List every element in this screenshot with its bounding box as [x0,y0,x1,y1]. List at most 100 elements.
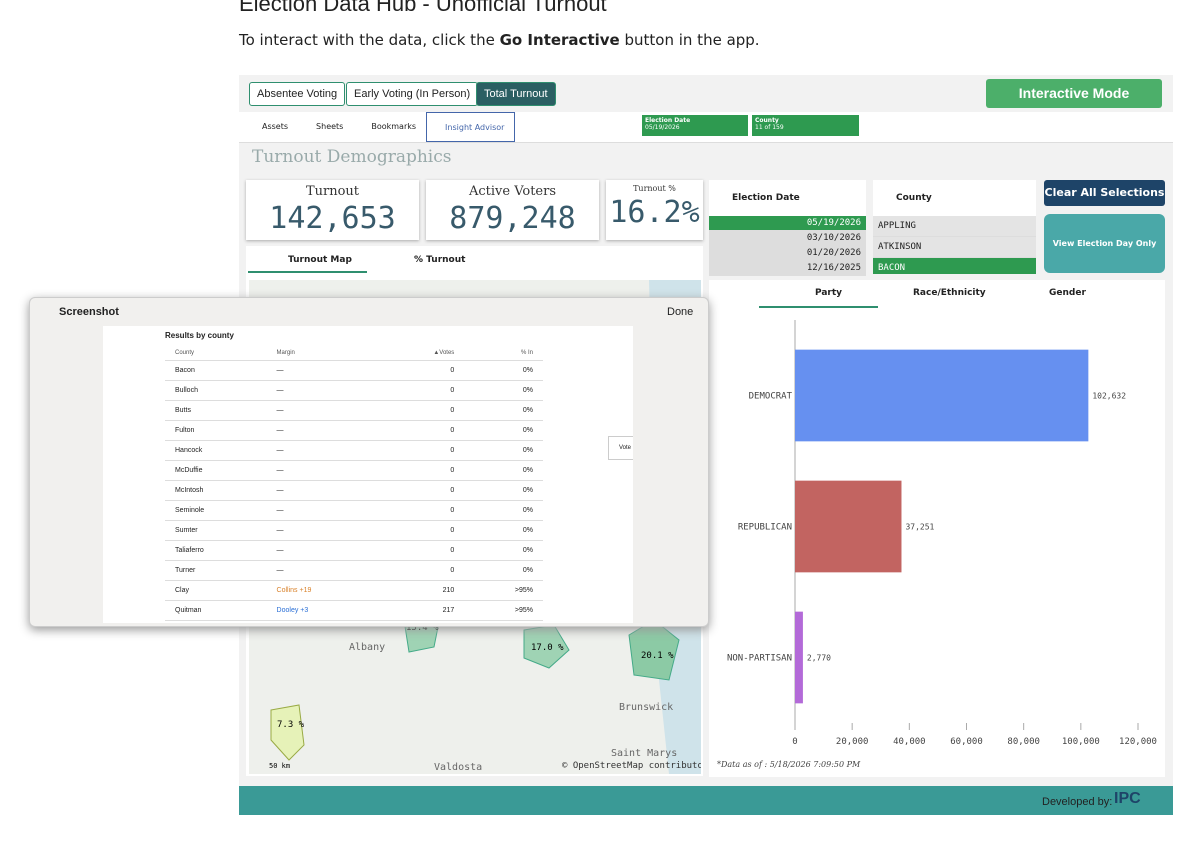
bar[interactable] [795,349,1089,442]
toolbar-item[interactable]: Insight Advisor [426,112,516,142]
table-cell: 0 [379,520,465,541]
place: Albany [349,642,385,653]
table-cell: McDuffie [165,460,267,481]
table-cell: — [266,540,380,561]
chip-value: 11 of 159 [755,124,784,131]
table-cell: — [266,440,380,461]
tab-underline [248,271,367,273]
table-cell: 0 [379,560,465,581]
overlay-title: Screenshot [59,306,119,318]
category-label: NON-PARTISAN [727,654,792,664]
map-tab[interactable]: Turnout Map [288,255,352,265]
kpi: Turnout % 16.2% [606,180,703,240]
kpi: Active Voters 879,248 [426,180,599,240]
table-cell: McIntosh [165,480,267,501]
selections: Election Date 05/19/2026 County 11 of 159 [642,115,859,136]
bar[interactable] [795,480,902,573]
column-header: % In [464,346,543,361]
filter-item[interactable]: 12/16/2025 [709,261,866,276]
table-cell: Seminole [165,500,267,521]
table-cell: — [266,480,380,501]
place: Brunswick [619,702,673,713]
table-cell: 0% [464,420,543,441]
table-row: Butts —0 0% [165,400,543,421]
total-button[interactable]: Total Turnout [476,82,556,106]
selection-chip[interactable]: Election Date 05/19/2026 [642,115,748,136]
x-tick-label: 40,000 [893,737,926,747]
chart-tab[interactable]: Party [815,288,843,298]
filter-item[interactable]: APPLING [873,216,1036,237]
tab-underline [759,306,878,308]
toolbar-item[interactable]: Bookmarks [371,122,417,131]
data-label: 37,251 [905,523,934,532]
election-day-button[interactable]: View Election Day Only [1044,214,1165,273]
table-cell: Clay [165,580,267,601]
table-cell: 0 [379,460,465,481]
filter-item[interactable]: ATKINSON [873,237,1036,258]
table-cell: 0% [464,380,543,401]
bar[interactable] [795,611,803,704]
interactive-button[interactable]: Interactive Mode [986,79,1162,108]
table-row: McDuffie —0 0% [165,460,543,481]
side-text: Vote [608,436,633,460]
table-cell: Bulloch [165,380,267,401]
data-label: 2,770 [807,654,831,663]
toolbar-item[interactable]: Sheets [316,122,344,131]
clear-button[interactable]: Clear All Selections [1044,180,1165,206]
x-tick-label: 60,000 [950,737,983,747]
early-button[interactable]: Early Voting (In Person) [346,82,479,106]
filter-list: 05/19/2026 03/10/2026 01/20/2026 12/16/2025 [709,216,866,276]
chart-tab[interactable]: Race/Ethnicity [913,288,986,298]
chip-field: Election Date [645,117,691,124]
table-row: Clay Collins +19 210 >95% [165,580,543,601]
x-tick-label: 80,000 [1007,737,1040,747]
table-cell: >95% [464,580,543,601]
table-cell: 0 [379,400,465,421]
map-label: 17.0 % [531,643,564,653]
table-cell: 0% [464,400,543,421]
category-label: DEMOCRAT [749,392,793,402]
table-cell: Collins +19 [266,580,380,601]
table-cell: Hancock [165,440,267,461]
county-filter[interactable]: County APPLING ATKINSON BACON [873,180,1036,274]
selection-chip[interactable]: County 11 of 159 [752,115,859,136]
kpi-value: 16.2% [609,195,700,230]
scale: 50 km [269,762,290,770]
filter-item[interactable]: 03/10/2026 [709,231,866,246]
credit: © OpenStreetMap contributors [562,761,701,771]
place: Valdosta [434,762,482,773]
column-header: ▲Votes [379,346,465,361]
filter-item[interactable]: 01/20/2026 [709,246,866,261]
footnote: *Data as of : 5/18/2026 7:09:50 PM [717,760,861,769]
data-label: 102,632 [1092,392,1126,401]
map-label: 15.4 % [406,623,439,633]
table-cell: — [266,500,380,521]
kpi-value: 142,653 [269,201,396,236]
table-header: County Margin ▲Votes% In [165,346,543,361]
filter-item[interactable]: BACON [873,258,1036,274]
table-cell: Fulton [165,420,267,441]
map-label: 20.1 % [641,651,674,661]
table-cell: — [266,400,380,421]
filter-item[interactable]: 05/19/2026 [709,216,866,231]
table-row: Fulton —0 0% [165,420,543,441]
done-button[interactable]: Done [667,306,694,318]
table-row: Bacon —0 0% [165,360,543,381]
chart-tab[interactable]: Gender [1049,288,1086,298]
footer-text: Developed by: [1042,796,1113,808]
date-filter[interactable]: Election Date 05/19/2026 03/10/2026 01/20/… [709,180,866,276]
intro-text: button in the app. [624,31,760,49]
absentee-button[interactable]: Absentee Voting [249,82,346,106]
x-tick-label: 0 [792,737,797,747]
table-cell: 0 [379,440,465,461]
table-row: McIntosh —0 0% [165,480,543,501]
table-cell: 0 [379,360,465,381]
toolbar-item[interactable]: Assets [262,122,289,131]
footer-bar [239,786,1173,815]
table-cell: 0 [379,420,465,441]
kpi-value: 879,248 [449,201,576,236]
map-tab[interactable]: % Turnout [414,255,466,265]
table-cell: 0% [464,480,543,501]
table-row: Seminole —0 0% [165,500,543,521]
